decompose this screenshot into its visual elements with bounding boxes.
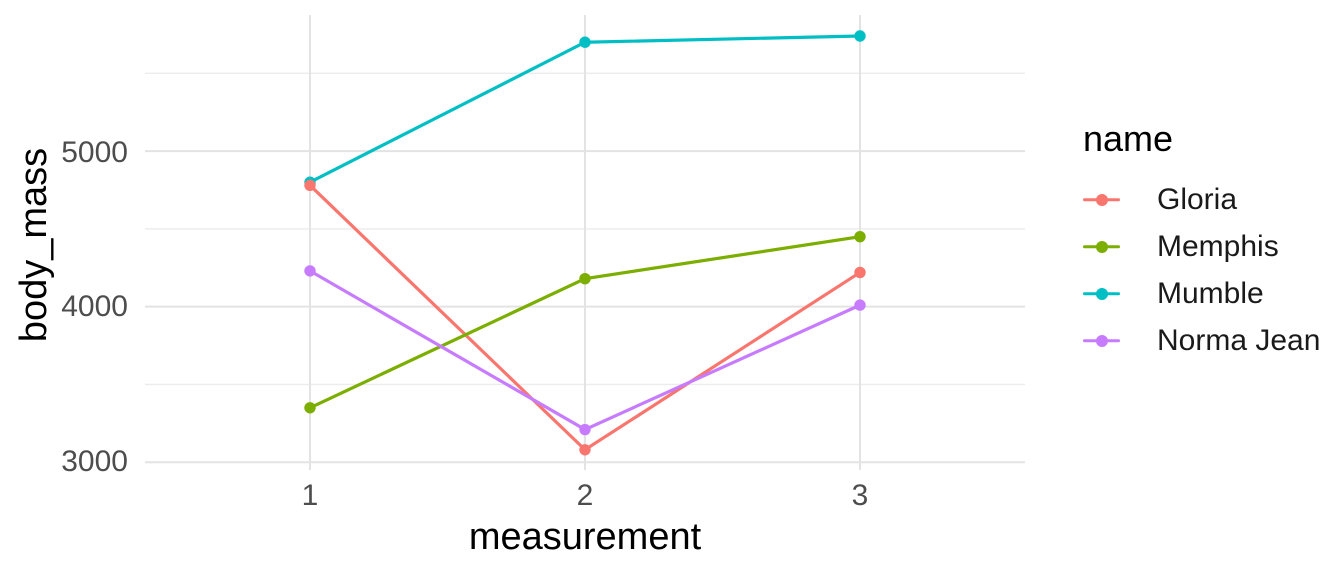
x-tick-label: 3 [851,479,869,512]
legend-item-label: Mumble [1157,276,1264,310]
y-tick-label: 5000 [61,136,128,169]
y-tick-label: 4000 [61,290,128,323]
legend-title: name [1083,118,1174,159]
legend-item-label: Gloria [1157,182,1238,216]
legend-key-dot-icon [1095,334,1108,347]
x-axis-title: measurement [468,516,702,558]
legend-key [1083,334,1120,347]
legend-key [1083,287,1120,300]
legend-key-dot-icon [1095,287,1108,300]
x-tick-label: 2 [576,479,594,512]
y-tick-label: 3000 [61,445,128,478]
legend-item-label: Norma Jean [1157,323,1321,357]
legend-item: Norma Jean [1083,317,1320,364]
legend-item: Memphis [1083,223,1320,270]
x-tick-label: 1 [301,479,319,512]
legend-item-label: Memphis [1157,229,1279,263]
legend-key [1083,240,1120,253]
y-axis-title: body_mass [13,147,55,343]
legend: name Gloria Memphis Mumble [1083,120,1320,364]
legend-item: Gloria [1083,176,1320,223]
legend-item: Mumble [1083,270,1320,317]
legend-key-dot-icon [1095,193,1108,206]
legend-key [1083,193,1120,206]
legend-key-dot-icon [1095,240,1108,253]
